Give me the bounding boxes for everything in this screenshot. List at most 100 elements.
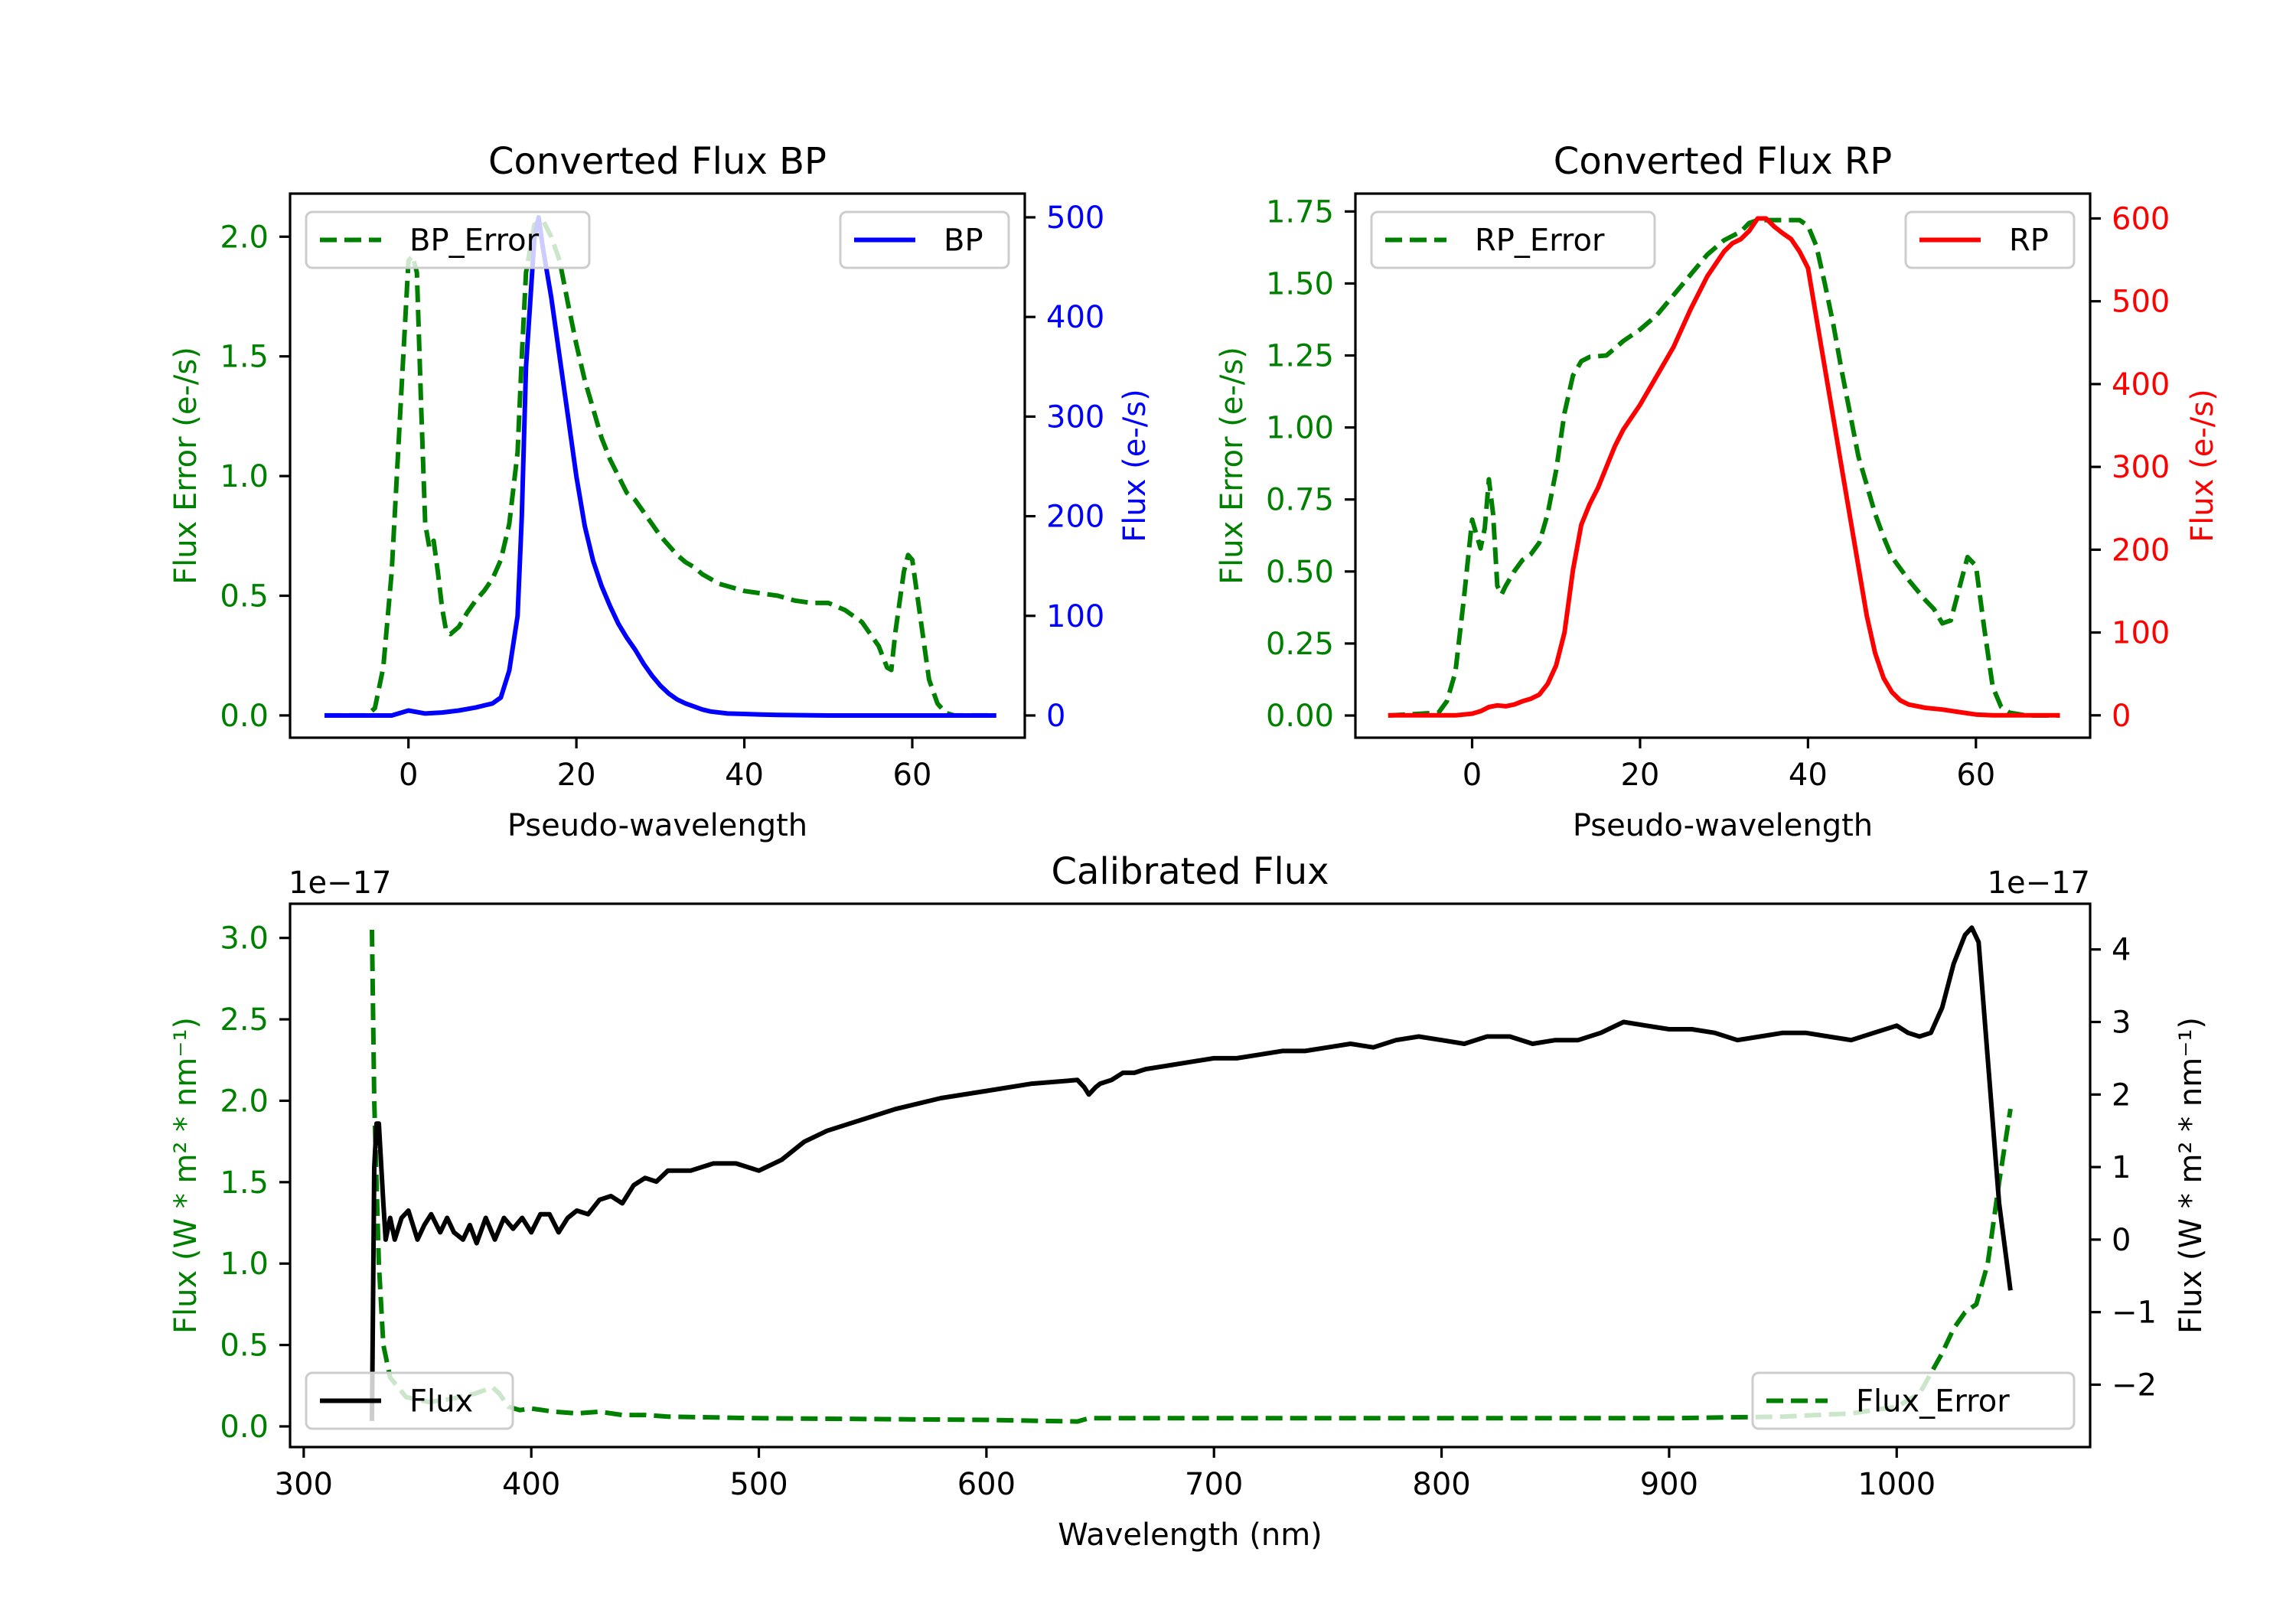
y-right-tick-label: 500 [1046, 200, 1104, 236]
legend-rp-error: RP_Error [1370, 210, 1656, 269]
y-right-tick-label: 2 [2112, 1077, 2131, 1113]
chart-title: Calibrated Flux [1051, 850, 1329, 893]
y-right-tick-label: 100 [2112, 616, 2170, 651]
y-left-tick-label: 2.5 [220, 1002, 269, 1038]
y-left-tick-label: 0.25 [1266, 627, 1334, 662]
y-right-tick-label: 300 [2112, 450, 2170, 485]
y-left-tick-label: 2.0 [220, 220, 269, 255]
y-right-tick-label: 0 [2112, 1223, 2131, 1258]
y-left-tick-label: 1.5 [220, 1165, 269, 1201]
y-left-axis-label: Flux (W * m² * nm⁻¹) [168, 1017, 204, 1334]
series-line-bp [325, 215, 996, 718]
x-tick-label: 600 [957, 1467, 1016, 1502]
x-tick-label: 40 [725, 758, 764, 793]
legend-label: RP_Error [1475, 223, 1605, 259]
y-left-tick-label: 0.0 [220, 699, 269, 734]
y-right-tick-label: 300 [1046, 399, 1104, 435]
y-left-tick-label: 1.0 [220, 1247, 269, 1282]
x-tick-label: 300 [275, 1467, 333, 1502]
x-tick-label: 20 [1620, 758, 1659, 793]
legend-frame [1751, 1371, 2076, 1430]
x-tick-label: 0 [1463, 758, 1482, 793]
y-right-tick-label: 200 [2112, 533, 2170, 568]
x-tick-label: 700 [1185, 1467, 1243, 1502]
y-left-offset-label: 1e−17 [289, 865, 391, 901]
legend-label: RP [2009, 223, 2049, 259]
y-left-tick-label: 0.00 [1266, 699, 1334, 734]
y-right-tick-label: −1 [2112, 1296, 2157, 1331]
y-left-tick-label: 1.0 [220, 459, 269, 494]
y-left-tick-label: 0.50 [1266, 555, 1334, 590]
y-left-tick-label: 0.75 [1266, 483, 1334, 518]
y-right-tick-label: −2 [2112, 1367, 2157, 1403]
y-left-tick-label: 1.5 [220, 340, 269, 375]
y-left-axis-label: Flux Error (e-/s) [1215, 347, 1250, 585]
y-right-axis-label: Flux (W * m² * nm⁻¹) [2174, 1017, 2209, 1334]
y-left-tick-label: 0.5 [220, 579, 269, 614]
x-axis-label: Pseudo-wavelength [1573, 808, 1873, 843]
y-right-tick-label: 200 [1046, 500, 1104, 535]
x-tick-label: 60 [1956, 758, 1995, 793]
axes-frame [289, 902, 2092, 1449]
y-right-tick-label: 500 [2112, 285, 2170, 320]
x-tick-label: 900 [1640, 1467, 1698, 1502]
y-right-tick-label: 0 [2112, 699, 2131, 734]
x-tick-label: 60 [893, 758, 932, 793]
x-tick-label: 40 [1789, 758, 1828, 793]
series-line-rp-error [1388, 217, 2060, 718]
series-line-bp-error [325, 217, 996, 718]
y-right-tick-label: 3 [2112, 1006, 2131, 1041]
axes-frame [289, 192, 1026, 739]
legend-bp: BP [839, 210, 1010, 269]
y-left-axis-label: Flux Error (e-/s) [168, 347, 204, 585]
y-right-tick-label: 600 [2112, 201, 2170, 236]
legend-label: BP [944, 223, 983, 259]
x-axis-label: Wavelength (nm) [1058, 1517, 1322, 1553]
chart-title: Converted Flux BP [488, 140, 827, 183]
chart-title: Converted Flux RP [1554, 140, 1892, 183]
series-line-rp [1388, 216, 2060, 718]
legend-flux-error: Flux_Error [1751, 1371, 2076, 1430]
legend-label: Flux_Error [1856, 1384, 2010, 1420]
x-tick-label: 1000 [1857, 1467, 1936, 1502]
x-tick-label: 800 [1412, 1467, 1470, 1502]
y-left-tick-label: 0.5 [220, 1328, 269, 1364]
legend-frame [1904, 210, 2076, 269]
legend-rp: RP [1904, 210, 2076, 269]
y-left-tick-label: 3.0 [220, 921, 269, 957]
rp-flux-chart: 0 20 40 60 0.00 0.25 0.50 0.75 1.00 1.25 1.50 1.75 0… [1215, 140, 2220, 843]
y-left-tick-label: 1.00 [1266, 411, 1334, 446]
y-left-tick-label: 1.50 [1266, 266, 1334, 302]
x-tick-label: 20 [557, 758, 596, 793]
legend-label: Flux [409, 1384, 473, 1420]
y-right-offset-label: 1e−17 [1988, 865, 2090, 901]
legend-label: BP_Error [409, 223, 540, 259]
legend-frame [305, 210, 591, 269]
y-right-tick-label: 400 [2112, 367, 2170, 403]
x-tick-label: 0 [399, 758, 418, 793]
y-right-axis-label: Flux (e-/s) [2185, 389, 2220, 542]
x-tick-label: 500 [729, 1467, 788, 1502]
bp-flux-chart: 0 20 40 60 0.0 0.5 1.0 1.5 2.0 0 100 200 300 400 500 Co… [168, 140, 1153, 843]
y-right-tick-label: 4 [2112, 933, 2131, 968]
legend-frame [839, 210, 1010, 269]
x-axis-label: Pseudo-wavelength [507, 808, 807, 843]
legend-bp-error: BP_Error [305, 210, 591, 269]
y-left-tick-label: 1.25 [1266, 339, 1334, 374]
y-right-axis-label: Flux (e-/s) [1117, 389, 1153, 542]
calibrated-flux-chart: 300 400 500 600 700 800 900 1000 0.0 0.5 1.0 1.5 2.0… [168, 850, 2209, 1553]
legend-frame [305, 1371, 514, 1430]
y-right-tick-label: 0 [1046, 699, 1065, 734]
axes-frame [1354, 192, 2092, 739]
series-line-flux [370, 925, 2013, 1421]
x-tick-label: 400 [502, 1467, 560, 1502]
y-right-tick-label: 1 [2112, 1150, 2131, 1185]
y-left-tick-label: 2.0 [220, 1084, 269, 1119]
y-right-tick-label: 100 [1046, 599, 1104, 634]
y-left-tick-label: 0.0 [220, 1410, 269, 1445]
legend-frame [1370, 210, 1656, 269]
y-left-tick-label: 1.75 [1266, 194, 1334, 230]
legend-flux: Flux [305, 1371, 514, 1430]
y-right-tick-label: 400 [1046, 300, 1104, 335]
